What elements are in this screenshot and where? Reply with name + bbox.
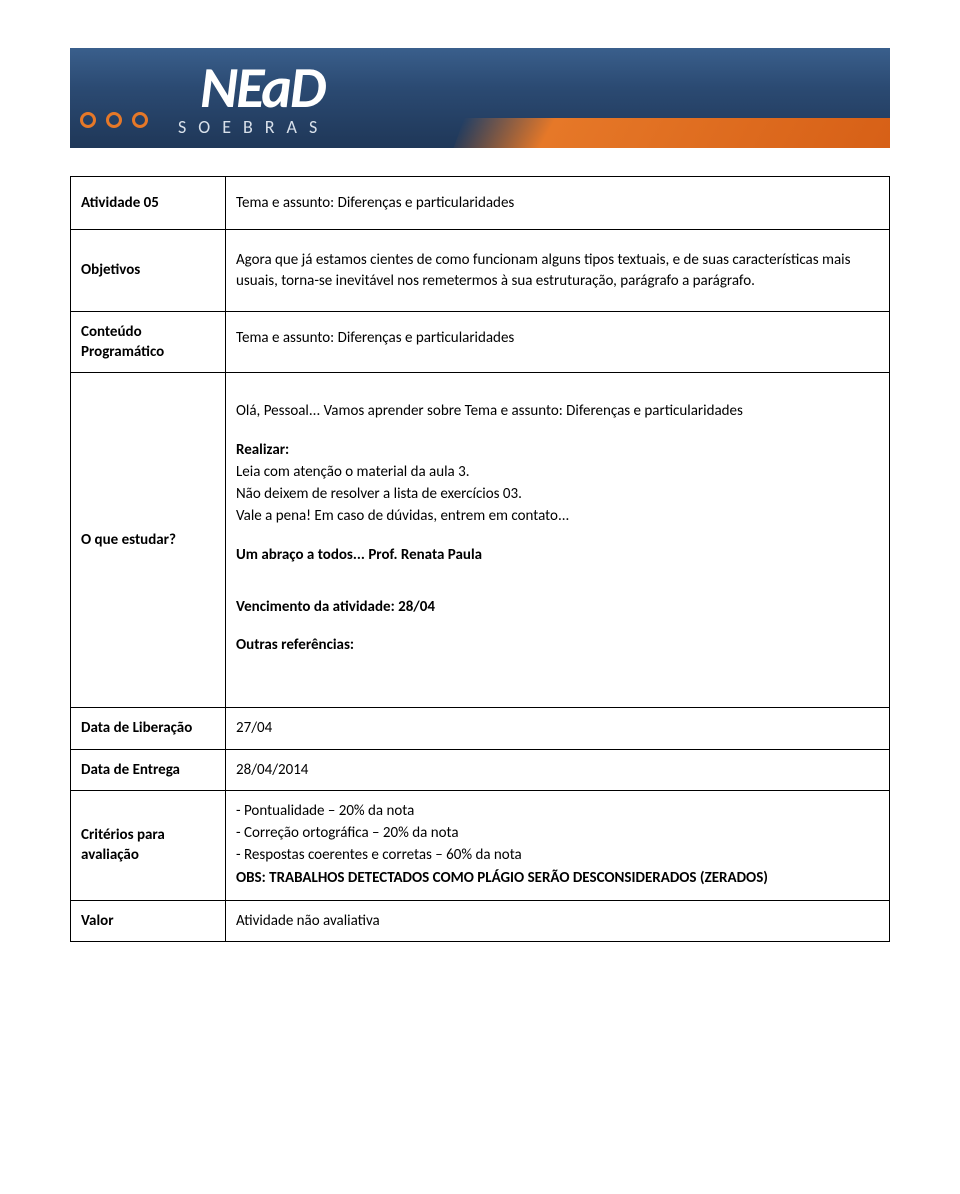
row-study: O que estudar? Olá, Pessoal... Vamos apr…	[71, 373, 890, 708]
cell-release-date: 27/04	[226, 708, 890, 749]
cell-content-prog: Tema e assunto: Diferenças e particulari…	[226, 311, 890, 373]
criteria-1: - Pontualidade – 20% da nota	[236, 801, 879, 821]
study-realize-label: Realizar:	[236, 440, 879, 460]
criteria-3: - Respostas coerentes e corretas – 60% d…	[236, 845, 879, 865]
brand-sub: SOEBRAS	[178, 116, 329, 138]
text-activity: Tema e assunto: Diferenças e particulari…	[236, 194, 514, 212]
text-content-prog: Tema e assunto: Diferenças e particulari…	[236, 329, 514, 347]
study-line3: Vale a pena! Em caso de dúvidas, entrem …	[236, 506, 879, 526]
label-release-date: Data de Liberação	[71, 708, 226, 749]
row-objectives: Objetivos Agora que já estamos cientes d…	[71, 230, 890, 312]
header-banner: NEaD SOEBRAS	[70, 48, 890, 148]
criteria-note: OBS: TRABALHOS DETECTADOS COMO PLÁGIO SE…	[236, 868, 879, 888]
row-release-date: Data de Liberação 27/04	[71, 708, 890, 749]
cell-study: Olá, Pessoal... Vamos aprender sobre Tem…	[226, 373, 890, 708]
study-closing: Um abraço a todos... Prof. Renata Paula	[236, 545, 879, 565]
page: NEaD SOEBRAS Atividade 05 Tema e assunto…	[0, 0, 960, 982]
row-criteria: Critérios para avaliação - Pontualidade …	[71, 790, 890, 900]
cell-objectives-content: Agora que já estamos cientes de como fun…	[226, 230, 890, 312]
study-line1: Leia com atenção o material da aula 3.	[236, 462, 879, 482]
label-delivery-date: Data de Entrega	[71, 749, 226, 790]
label-value: Valor	[71, 900, 226, 941]
row-value: Valor Atividade não avaliativa	[71, 900, 890, 941]
label-activity: Atividade 05	[71, 177, 226, 230]
cell-value: Atividade não avaliativa	[226, 900, 890, 941]
text-release-date: 27/04	[236, 719, 272, 737]
text-delivery-date: 28/04/2014	[236, 761, 308, 779]
row-activity: Atividade 05 Tema e assunto: Diferenças …	[71, 177, 890, 230]
study-intro: Olá, Pessoal... Vamos aprender sobre Tem…	[236, 401, 879, 421]
row-delivery-date: Data de Entrega 28/04/2014	[71, 749, 890, 790]
row-content-prog: Conteúdo Programático Tema e assunto: Di…	[71, 311, 890, 373]
cell-delivery-date: 28/04/2014	[226, 749, 890, 790]
criteria-2: - Correção ortográfica – 20% da nota	[236, 823, 879, 843]
study-other-refs: Outras referências:	[236, 635, 879, 655]
text-objectives: Agora que já estamos cientes de como fun…	[236, 251, 850, 289]
label-objectives: Objetivos	[71, 230, 226, 312]
label-criteria: Critérios para avaliação	[71, 790, 226, 900]
label-study: O que estudar?	[71, 373, 226, 708]
text-value: Atividade não avaliativa	[236, 912, 380, 930]
banner-dots	[80, 112, 148, 128]
label-content-prog: Conteúdo Programático	[71, 311, 226, 373]
study-due: Vencimento da atividade: 28/04	[236, 597, 879, 617]
content-table: Atividade 05 Tema e assunto: Diferenças …	[70, 176, 890, 942]
cell-activity-content: Tema e assunto: Diferenças e particulari…	[226, 177, 890, 230]
cell-criteria: - Pontualidade – 20% da nota - Correção …	[226, 790, 890, 900]
banner-stripe	[454, 118, 890, 148]
brand-main: NEaD	[200, 52, 324, 123]
study-line2: Não deixem de resolver a lista de exercí…	[236, 484, 879, 504]
